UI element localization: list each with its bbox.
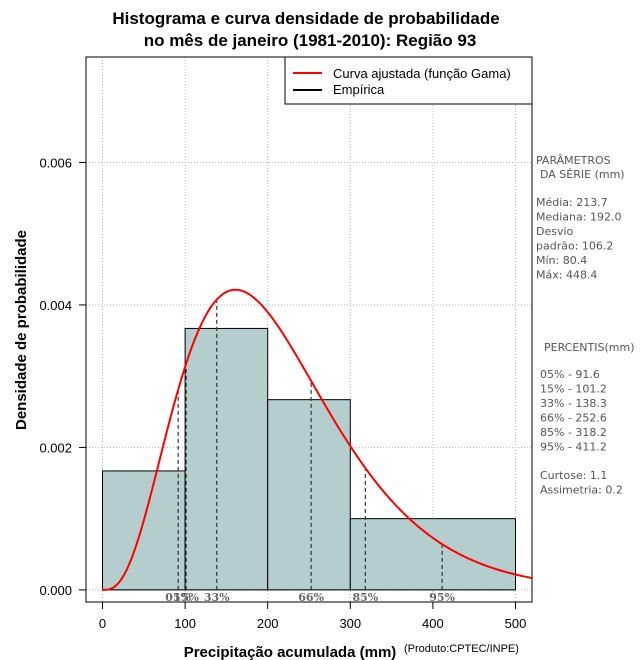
percentile-value-line: 15% - 101.2 bbox=[540, 383, 607, 396]
percentile-value-line: 33% - 138.3 bbox=[540, 397, 607, 410]
chart-title-line-2: no mês de janeiro (1981-2010): Região 93 bbox=[144, 31, 477, 50]
gamma-curve bbox=[102, 288, 533, 591]
percentile-label: 95% bbox=[429, 591, 455, 604]
x-tick-label: 300 bbox=[339, 616, 361, 631]
x-tick-label: 500 bbox=[505, 616, 527, 631]
y-axis: 0.000 0.002 0.004 0.006 bbox=[39, 155, 86, 598]
shape-stat-line: Curtose: 1.1 bbox=[540, 469, 607, 482]
percentis-title: PERCENTIS(mm) bbox=[544, 341, 635, 354]
percentile-label: 15% bbox=[173, 591, 199, 604]
x-tick-label: 0 bbox=[99, 616, 106, 631]
percentile-label: 05% bbox=[165, 591, 191, 604]
params-title-1: PARÂMETROS bbox=[536, 154, 611, 167]
histogram-bar bbox=[102, 470, 186, 591]
legend-label-empirical: Empírica bbox=[333, 82, 385, 97]
y-tick-label: 0.002 bbox=[39, 440, 72, 455]
chart-title-line-1: Histograma e curva densidade de probabil… bbox=[112, 9, 499, 28]
percentile-label: 66% bbox=[298, 591, 324, 604]
percentile-value-line: 95% - 411.2 bbox=[540, 441, 607, 454]
histogram-bar bbox=[267, 399, 351, 591]
percentile-value-line: 05% - 91.6 bbox=[540, 368, 600, 381]
percentile-value-line: 85% - 318.2 bbox=[540, 426, 607, 439]
x-axis-label: Precipitação acumulada (mm) bbox=[184, 644, 397, 660]
legend: Curva ajustada (função Gama) Empírica bbox=[284, 56, 533, 105]
percentile-label: 33% bbox=[204, 591, 230, 604]
percentile-label: 85% bbox=[352, 591, 378, 604]
percentile-labels: 05%15% 33% 66% 85% 95% bbox=[165, 591, 455, 604]
y-tick-label: 0.004 bbox=[39, 298, 72, 313]
stat-line: Mediana: 192.0 bbox=[536, 211, 621, 224]
stat-line: Média: 213.7 bbox=[536, 196, 608, 209]
x-tick-label: 400 bbox=[422, 616, 444, 631]
legend-box bbox=[284, 56, 533, 105]
histogram-bars bbox=[102, 327, 516, 591]
x-tick-label: 100 bbox=[174, 616, 196, 631]
stat-line: Máx: 448.4 bbox=[536, 269, 597, 282]
product-credit: (Produto:CPTEC/INPE) bbox=[404, 643, 519, 655]
y-tick-label: 0.000 bbox=[39, 583, 72, 598]
legend-label-curve: Curva ajustada (função Gama) bbox=[333, 66, 511, 81]
shape-stat-line: Assimetria: 0.2 bbox=[540, 484, 623, 497]
x-tick-label: 200 bbox=[257, 616, 279, 631]
stat-line: Mín: 80.4 bbox=[536, 254, 587, 267]
histogram-bar bbox=[184, 327, 269, 591]
y-axis-label: Densidade de probabilidade bbox=[13, 230, 30, 430]
stat-line: Desvio bbox=[536, 225, 574, 238]
y-tick-label: 0.006 bbox=[39, 155, 72, 170]
percentile-value-line: 66% - 252.6 bbox=[540, 412, 607, 425]
x-axis: 0 100 200 300 400 500 bbox=[99, 601, 527, 631]
stat-line: padrão: 106.2 bbox=[536, 240, 613, 253]
histogram-bar bbox=[349, 518, 516, 591]
percentile-lines bbox=[177, 299, 443, 590]
params-title-2: DA SÉRIE (mm) bbox=[540, 168, 625, 181]
series-parameters-panel: PARÂMETROS DA SÉRIE (mm) Média: 213.7 Med… bbox=[536, 154, 635, 497]
